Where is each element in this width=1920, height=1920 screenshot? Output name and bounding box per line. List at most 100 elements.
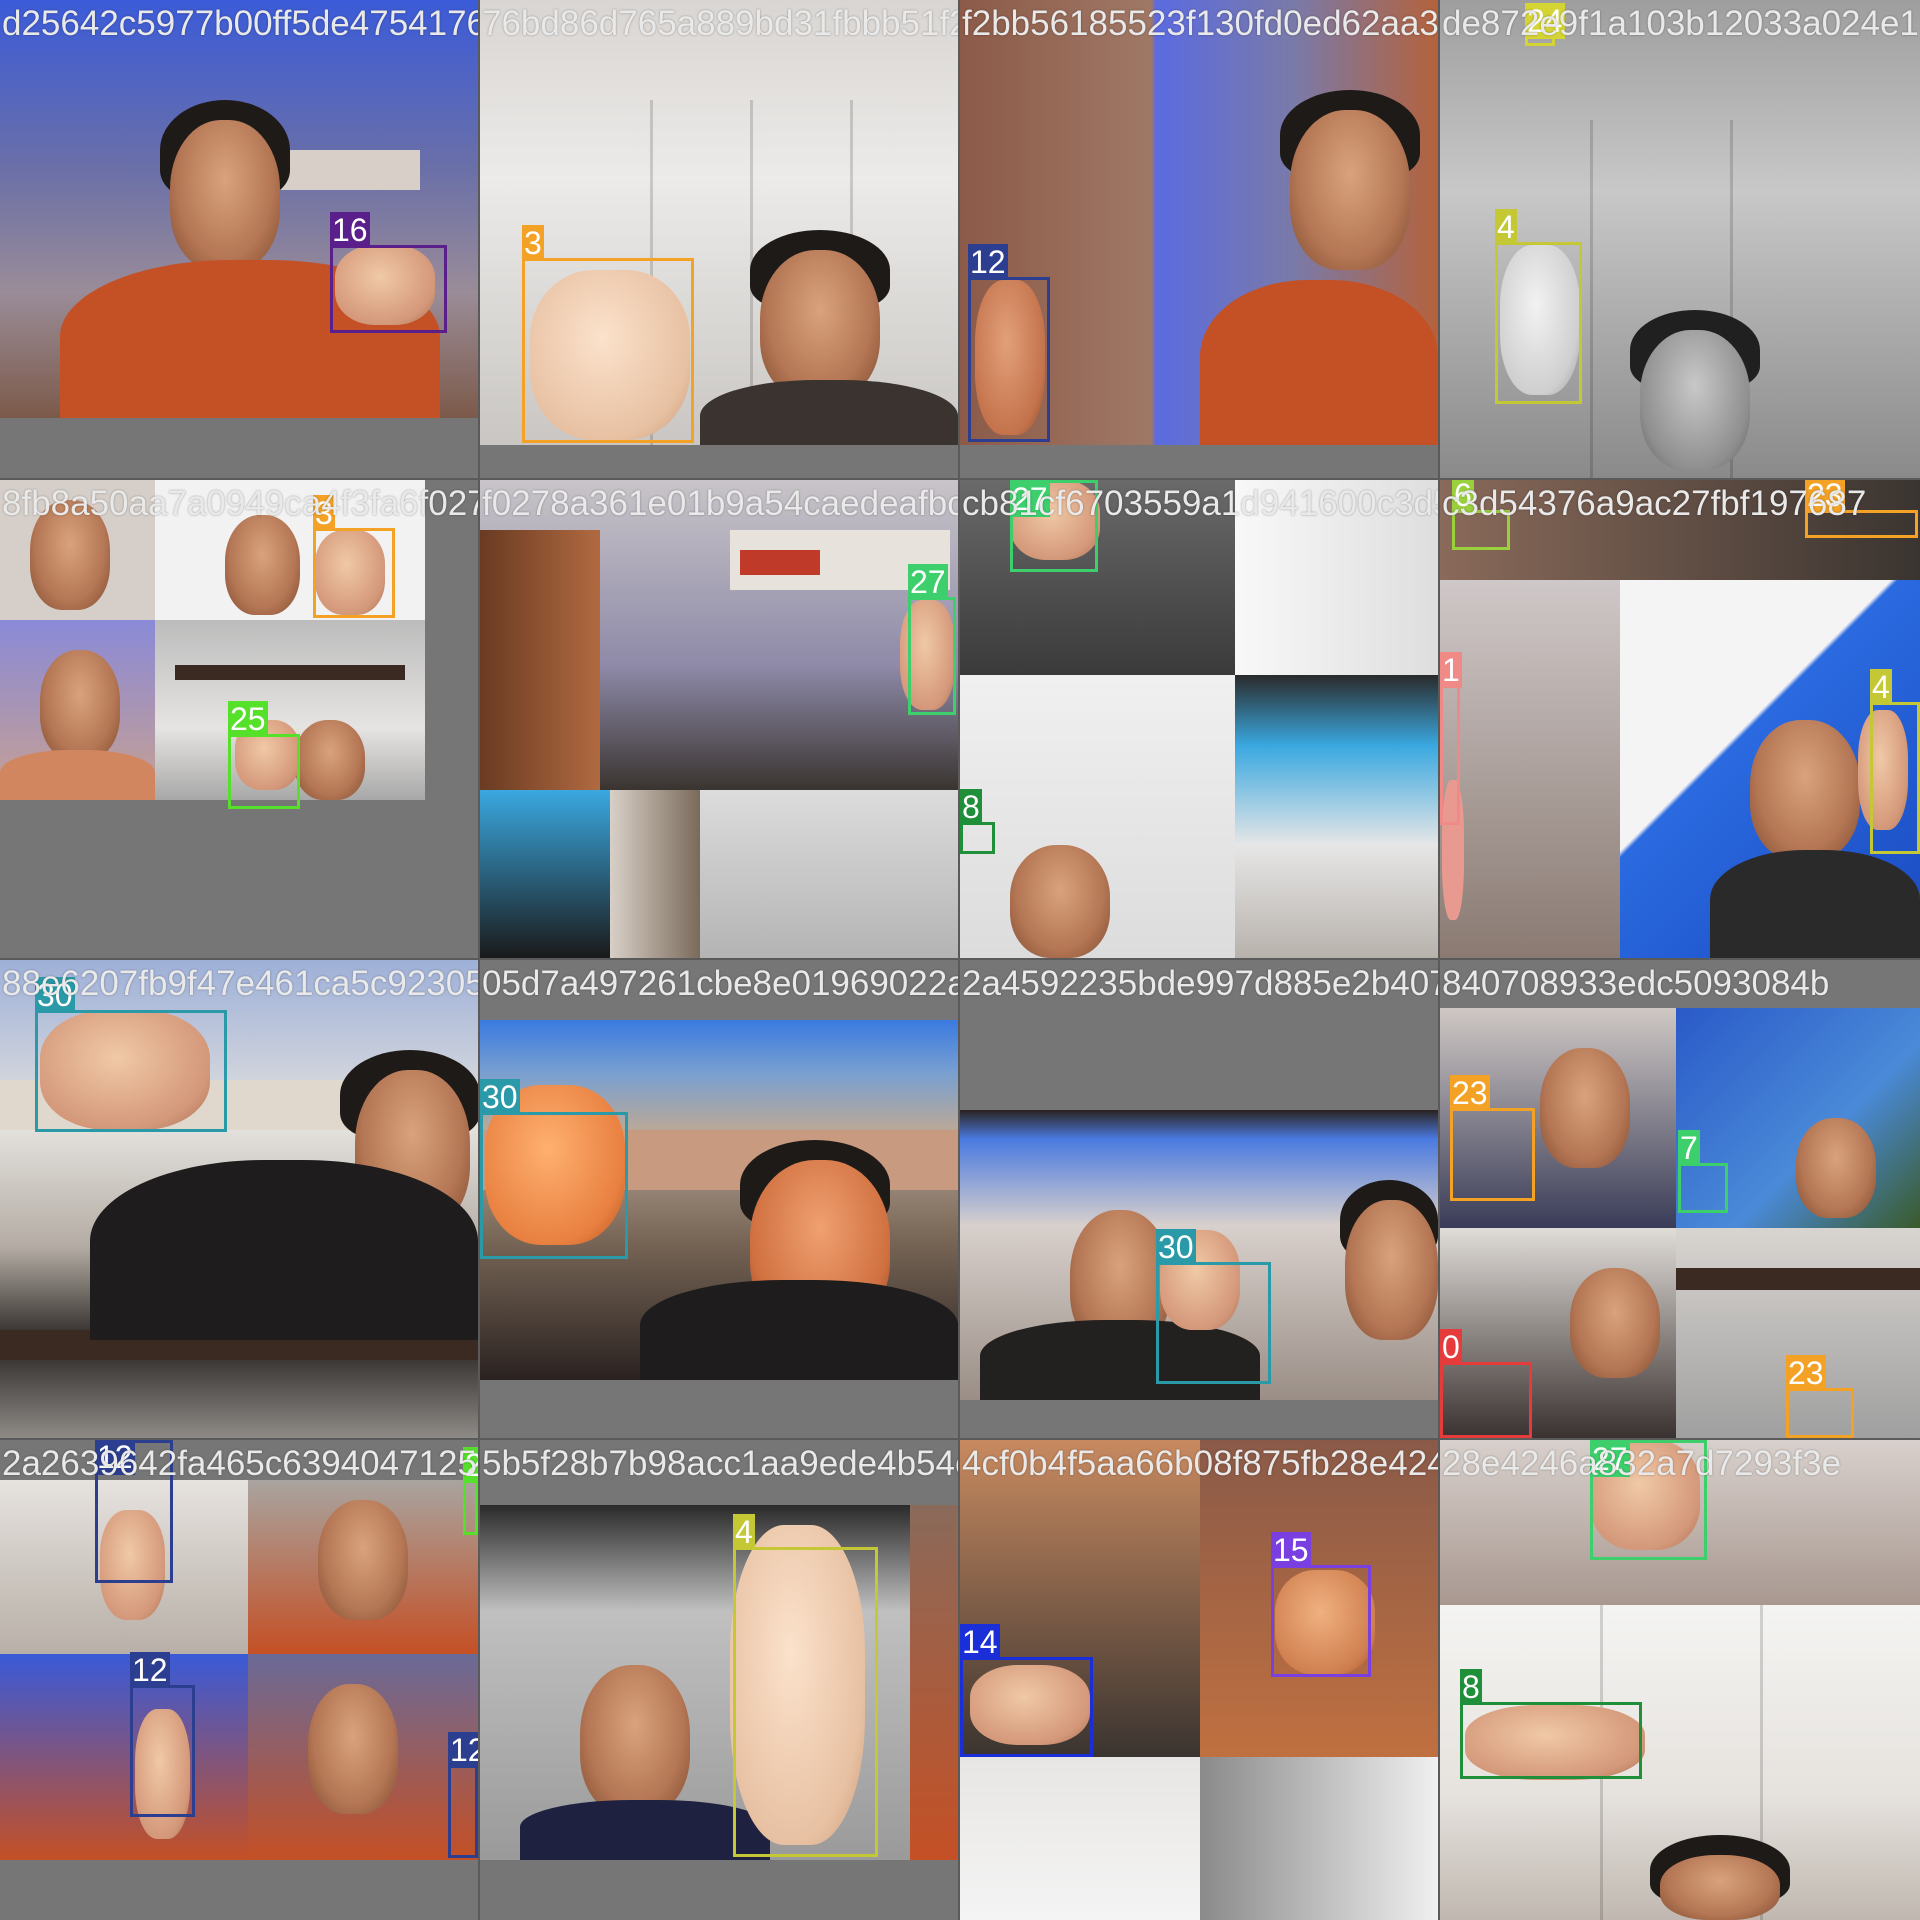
tile-15: 4cf0b4f5aa66b08f875fb28e424a832a7d7293f3… bbox=[960, 1440, 1438, 1920]
detection-label: 27 bbox=[908, 564, 948, 600]
detection-label: 8 bbox=[1460, 1669, 1482, 1705]
detection-label: 12 bbox=[968, 244, 1008, 280]
tile-3: f2bb56185523f130fd0ed62aa3de872e9f1a103b… bbox=[960, 0, 1438, 478]
tile-filename: cb81cf6703559a1d941600c3d54376a9ac27fbf1… bbox=[962, 484, 1438, 523]
tile-filename: f2bb56185523f130fd0ed62aa3de872e9f1a103b… bbox=[962, 4, 1438, 43]
tile-9: 88e6207fb9f47e461ca5c92305d7a497261cbe8e… bbox=[0, 960, 478, 1438]
detection-box: 25 bbox=[463, 1447, 478, 1535]
detection-label: 27 bbox=[1590, 1441, 1630, 1477]
tile-filename: 28e4246a832a7d7293f3e bbox=[1442, 1444, 1842, 1483]
detection-label: 14 bbox=[960, 1624, 1000, 1660]
tile-image bbox=[960, 1757, 1200, 1920]
tile-image bbox=[960, 1440, 1200, 1757]
tile-1: d25642c5977b00ff5de4754176b6860c5.png 16 bbox=[0, 0, 478, 478]
tile-image bbox=[155, 480, 425, 620]
tile-4: de872e9f1a103b12033a024e17.png 4 24 bbox=[1440, 0, 1920, 478]
tile-image bbox=[1440, 0, 1920, 478]
tile-filename: c3d54376a9ac27fbf197687 bbox=[1442, 484, 1867, 523]
tile-image bbox=[960, 1110, 1438, 1400]
tile-5: 8fb8a50aa7a0949ca4f3fa6f0278a361e01b9a54… bbox=[0, 480, 478, 958]
tile-image bbox=[480, 480, 958, 790]
detection-box: 4 bbox=[1870, 669, 1920, 854]
tile-image bbox=[700, 790, 958, 958]
detection-box: 30 bbox=[1156, 1229, 1271, 1384]
tile-image bbox=[1440, 1605, 1920, 1920]
detection-label: 15 bbox=[1271, 1532, 1311, 1568]
tile-image bbox=[0, 620, 155, 800]
tile-filename: 05d7a497261cbe8e01969022a4592235bde997d8… bbox=[482, 964, 958, 1003]
detection-label: 27 bbox=[1010, 481, 1050, 517]
detection-box: 24 bbox=[1525, 3, 1565, 46]
tile-image bbox=[0, 960, 478, 1438]
tile-2: 76bd86d765a889bd31fbbb51f2b5861523f130fd… bbox=[480, 0, 958, 478]
tile-image bbox=[1440, 1228, 1676, 1438]
tile-image bbox=[248, 1654, 478, 1860]
tile-11: 2a4592235bde997d885e2b40708933edc5093084… bbox=[960, 960, 1438, 1438]
tile-16: 28e4246a832a7d7293f3e 27 8 bbox=[1440, 1440, 1920, 1920]
tile-filename: 840708933edc5093084b bbox=[1442, 964, 1830, 1003]
detection-label: 30 bbox=[480, 1079, 520, 1115]
tile-image bbox=[960, 675, 1235, 958]
detection-label: 3 bbox=[522, 225, 544, 261]
detection-label: 25 bbox=[228, 701, 268, 737]
detection-label: 25 bbox=[463, 1447, 478, 1483]
detection-label: 23 bbox=[1805, 480, 1845, 513]
detection-box: 16 bbox=[330, 212, 447, 333]
detection-label: 30 bbox=[1156, 1229, 1196, 1265]
detection-label: 12 bbox=[130, 1652, 170, 1688]
tile-filename: 8fb8a50aa7a0949ca4f3fa6f0278a361e01b9a54… bbox=[2, 484, 478, 523]
detection-label: 4 bbox=[1495, 209, 1517, 245]
detection-box: 23 bbox=[1450, 1075, 1535, 1201]
tile-image bbox=[480, 0, 958, 445]
detection-box: 4 bbox=[733, 1514, 878, 1857]
detection-box: 25 bbox=[228, 701, 300, 809]
detection-label: 23 bbox=[1450, 1075, 1490, 1111]
tile-filename: 2a4592235bde997d885e2b40708933edc5093084… bbox=[962, 964, 1438, 1003]
detection-box: 15 bbox=[1271, 1532, 1371, 1677]
detection-box: 8 bbox=[960, 789, 995, 854]
detection-box: 12 bbox=[130, 1652, 195, 1817]
tile-filename: 4cf0b4f5aa66b08f875fb28e424a832a7d7293f3… bbox=[962, 1444, 1438, 1483]
detection-label: 0 bbox=[1440, 1329, 1462, 1365]
detection-box: 30 bbox=[35, 977, 227, 1132]
tile-image bbox=[1235, 480, 1438, 675]
tile-13: 2a2639642fa465c6394047125b5f28b7b98acc1a… bbox=[0, 1440, 478, 1920]
tile-image bbox=[1676, 1008, 1920, 1228]
tile-filename: 76bd86d765a889bd31fbbb51f2b5861523f130fd… bbox=[482, 4, 958, 43]
tile-image bbox=[0, 1654, 248, 1860]
tile-6: f0278a361e01b9a54caedeafbcb81cf6703559a1… bbox=[480, 480, 958, 958]
detection-box: 12 bbox=[448, 1732, 478, 1858]
tile-image bbox=[1235, 675, 1438, 958]
detection-box: 23 bbox=[1786, 1355, 1854, 1438]
detection-box: 27 bbox=[908, 564, 956, 715]
tile-filename: f0278a361e01b9a54caedeafbcb81cf6703559a1… bbox=[482, 484, 958, 523]
tile-image bbox=[1200, 1757, 1438, 1920]
tile-image bbox=[480, 1020, 958, 1380]
detection-box: 6 bbox=[1452, 480, 1510, 550]
tile-8: c3d54376a9ac27fbf197687 6 23 1 4 bbox=[1440, 480, 1920, 958]
detection-box: 12 bbox=[968, 244, 1050, 442]
detection-box: 8 bbox=[1460, 1669, 1642, 1779]
tile-image bbox=[960, 0, 1438, 445]
detection-label: 7 bbox=[1678, 1130, 1700, 1166]
detection-box: 27 bbox=[1590, 1440, 1707, 1560]
tile-image bbox=[1440, 580, 1620, 958]
tile-image bbox=[1440, 1008, 1676, 1228]
tile-image bbox=[0, 480, 155, 620]
detection-label: 16 bbox=[330, 212, 370, 248]
tile-7: cb81cf6703559a1d941600c3d54376a9ac27fbf1… bbox=[960, 480, 1438, 958]
tile-image bbox=[480, 790, 610, 958]
tile-filename: 88e6207fb9f47e461ca5c92305d7a497261cbe8e… bbox=[2, 964, 478, 1003]
detection-label: 1 bbox=[1440, 652, 1462, 688]
tile-12: 840708933edc5093084b 23 7 0 23 bbox=[1440, 960, 1920, 1438]
detection-box: 3 bbox=[313, 495, 395, 618]
detection-label: 12 bbox=[448, 1732, 478, 1768]
detection-box: 0 bbox=[1440, 1329, 1532, 1438]
detection-box: 4 bbox=[1495, 209, 1582, 404]
tile-image bbox=[0, 0, 478, 418]
detection-label: 24 bbox=[1525, 3, 1565, 39]
detection-label: 12 bbox=[95, 1440, 135, 1475]
tile-filename: d25642c5977b00ff5de4754176b6860c5.png bbox=[2, 4, 478, 43]
tile-image bbox=[1676, 1228, 1920, 1438]
